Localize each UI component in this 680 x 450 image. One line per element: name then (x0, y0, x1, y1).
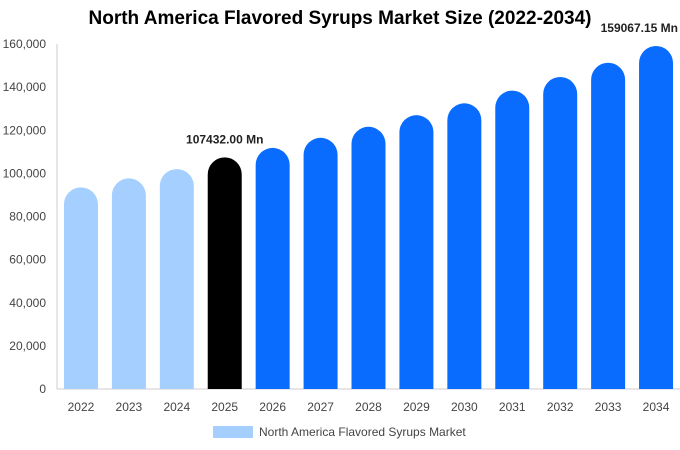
x-tick-label: 2024 (163, 400, 190, 414)
x-axis: 2022 2023 2024 2025 2026 2027 2028 2029 2030 2031… (57, 388, 680, 414)
bar-2027 (303, 137, 338, 389)
bar-2030 (447, 103, 482, 389)
bars (63, 46, 674, 390)
y-tick-label: 160,000 (3, 37, 47, 51)
legend-swatch (213, 426, 253, 438)
x-tick-label: 2028 (355, 400, 382, 414)
bar-2022 (63, 187, 98, 389)
x-tick-label: 2030 (451, 400, 478, 414)
x-tick-label: 2032 (547, 400, 574, 414)
x-tick-label: 2022 (68, 400, 95, 414)
x-tick-label: 2025 (211, 400, 238, 414)
y-tick-label: 140,000 (3, 80, 47, 94)
x-tick-label: 2026 (259, 400, 286, 414)
y-tick-label: 60,000 (9, 253, 46, 267)
bar-2023 (111, 178, 146, 389)
bar-2034 (639, 46, 674, 389)
y-tick-label: 100,000 (3, 166, 47, 180)
legend-label: North America Flavored Syrups Market (259, 425, 466, 439)
y-axis: 0 20,000 40,000 60,000 80,000 100,000 120,000 1… (3, 37, 58, 396)
y-tick-label: 40,000 (9, 296, 46, 310)
y-tick-label: 20,000 (9, 339, 46, 353)
bar-2026 (255, 147, 290, 389)
bar-2033 (591, 62, 626, 390)
legend: North America Flavored Syrups Market (213, 425, 466, 439)
chart-title: North America Flavored Syrups Market Siz… (88, 8, 592, 29)
data-label-2034: 159067.15 Mn (601, 21, 678, 35)
bar-2031 (495, 90, 530, 389)
bar-2029 (399, 115, 434, 389)
bar-2025 (207, 157, 242, 389)
x-tick-label: 2029 (403, 400, 430, 414)
data-labels: 107432.00 Mn 159067.15 Mn (186, 21, 678, 146)
bar-2028 (351, 126, 386, 389)
y-tick-label: 0 (39, 382, 46, 396)
x-tick-label: 2031 (499, 400, 526, 414)
x-tick-label: 2023 (116, 400, 143, 414)
data-label-2025: 107432.00 Mn (186, 132, 263, 146)
y-tick-label: 120,000 (3, 123, 47, 137)
x-tick-label: 2033 (595, 400, 622, 414)
bar-2024 (159, 169, 194, 389)
x-tick-label: 2034 (643, 400, 670, 414)
bar-2032 (543, 77, 578, 389)
x-tick-label: 2027 (307, 400, 334, 414)
y-tick-label: 80,000 (9, 210, 46, 224)
